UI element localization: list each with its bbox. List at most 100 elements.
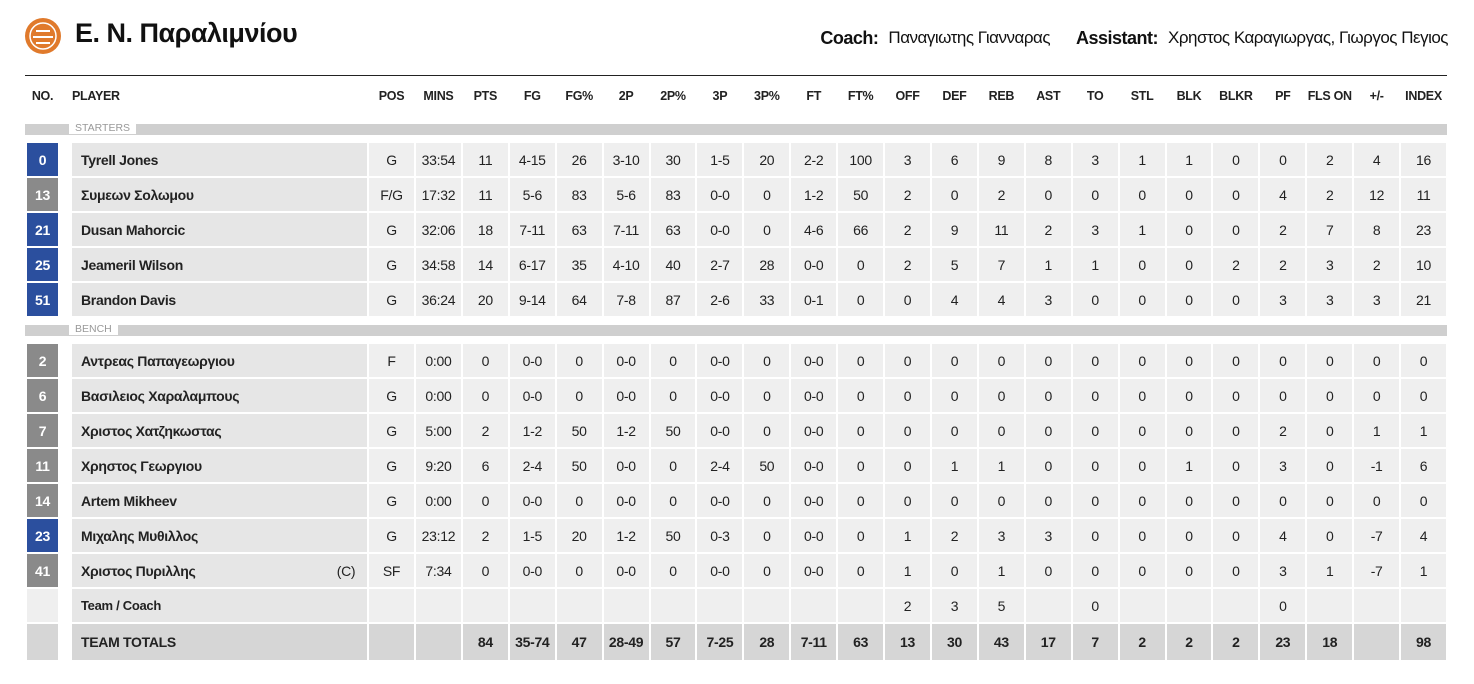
stat-cell: 0 (885, 283, 930, 316)
column-header: NO. (31, 89, 54, 103)
stat-cell: 0 (1307, 344, 1353, 377)
stat-cell: 2 (1307, 143, 1353, 176)
player-number: 41 (27, 554, 58, 587)
stat-cell: SF (369, 554, 414, 587)
stat-cell: 0 (1307, 414, 1353, 447)
stat-cell: 0 (885, 484, 930, 517)
player-name: Team / Coach (72, 589, 367, 622)
stat-cell: 26 (556, 143, 602, 176)
stat-cell: 0 (932, 484, 977, 517)
stat-cell: 0-0 (509, 484, 555, 517)
stat-cell: 23 (1260, 624, 1306, 660)
stat-cell: 0 (462, 379, 508, 412)
assistant-names: Χρηστος Καραγιωργας, Γιωργος Πεγιος (1168, 28, 1448, 47)
stat-cell (1166, 589, 1212, 622)
stat-cell: 63 (838, 624, 884, 660)
stat-cell: 0 (1072, 379, 1118, 412)
column-header: BLK (1176, 89, 1202, 103)
stat-cell: 0 (932, 414, 977, 447)
column-header: PLAYER (72, 89, 120, 103)
stat-cell: 0-0 (603, 484, 649, 517)
team-logo (25, 18, 61, 54)
stat-cell: 0 (1307, 379, 1353, 412)
stat-cell: 0 (1166, 283, 1212, 316)
stat-cell: 0:00 (416, 379, 461, 412)
stat-cell: 0 (1401, 484, 1446, 517)
stat-cell: 2 (885, 589, 930, 622)
stat-cell: 0 (462, 484, 508, 517)
stat-cell: 1-2 (791, 178, 837, 211)
stat-cell: 0 (1213, 213, 1259, 246)
stat-cell: 0-0 (791, 554, 837, 587)
stat-cell: 20 (744, 143, 790, 176)
stat-cell: 30 (932, 624, 977, 660)
stat-cell (791, 589, 837, 622)
stat-cell: 0 (1307, 519, 1353, 552)
stat-cell: 0 (1213, 379, 1259, 412)
stat-cell: 0 (1166, 484, 1212, 517)
stat-cell: 0-0 (697, 484, 743, 517)
section-bar (25, 325, 1447, 336)
stat-cell: 0 (744, 379, 790, 412)
stat-cell: 3 (1260, 449, 1306, 482)
stat-cell: 2 (885, 248, 930, 281)
stat-cell: 0 (1072, 554, 1118, 587)
stat-cell: 0-0 (697, 554, 743, 587)
stat-cell: 0 (932, 554, 977, 587)
stat-cell: 1 (978, 449, 1024, 482)
stat-cell: 0 (838, 414, 884, 447)
stat-cell: 2 (1354, 248, 1400, 281)
stat-cell: 0 (978, 484, 1024, 517)
stat-cell: 0:00 (416, 484, 461, 517)
table-top-rule (25, 75, 1447, 76)
player-name: TEAM TOTALS (72, 624, 367, 660)
stat-cell (697, 589, 743, 622)
stat-cell: 0 (1119, 519, 1165, 552)
stat-cell: 0 (885, 379, 930, 412)
stat-cell: 0 (556, 554, 602, 587)
stat-cell: 0-0 (697, 379, 743, 412)
stat-cell: 3 (1354, 283, 1400, 316)
stat-cell: 6-17 (509, 248, 555, 281)
stat-cell: G (369, 519, 414, 552)
stat-cell: -7 (1354, 519, 1400, 552)
stat-cell: 14 (462, 248, 508, 281)
stat-cell: 2-6 (697, 283, 743, 316)
stat-cell: 34:58 (416, 248, 461, 281)
stat-cell: 1 (1401, 554, 1446, 587)
stat-cell: 0 (932, 178, 977, 211)
stat-cell: 1 (1354, 414, 1400, 447)
stat-cell: 0 (838, 484, 884, 517)
stat-cell: -7 (1354, 554, 1400, 587)
stat-cell: 0 (744, 519, 790, 552)
stat-cell: 9 (978, 143, 1024, 176)
column-header: PF (1275, 89, 1291, 103)
stat-cell: 0 (1072, 283, 1118, 316)
stat-cell: 0 (1354, 379, 1400, 412)
stat-cell: 4 (932, 283, 977, 316)
stat-cell: 0-1 (791, 283, 837, 316)
stat-cell: 7-11 (603, 213, 649, 246)
stat-cell: 50 (556, 414, 602, 447)
section-label: BENCH (69, 323, 118, 335)
player-number (27, 624, 58, 660)
stat-cell: 0 (838, 519, 884, 552)
stat-cell: 11 (462, 143, 508, 176)
stat-cell: 0 (1213, 554, 1259, 587)
stat-cell: 5-6 (509, 178, 555, 211)
stat-cell: 0-0 (603, 449, 649, 482)
stat-cell: 5-6 (603, 178, 649, 211)
stat-cell: 0 (1213, 484, 1259, 517)
stat-cell: 2 (932, 519, 977, 552)
stat-cell: 2-2 (791, 143, 837, 176)
stat-cell: 0 (1119, 379, 1165, 412)
stat-cell: 0 (1213, 519, 1259, 552)
stat-cell: 36:24 (416, 283, 461, 316)
stat-cell: 17 (1025, 624, 1071, 660)
stat-cell: 2 (1166, 624, 1212, 660)
stat-cell: 0 (1260, 143, 1306, 176)
player-number: 7 (27, 414, 58, 447)
stat-cell: 0 (838, 449, 884, 482)
stat-cell: 0-0 (791, 519, 837, 552)
stat-cell: 0-0 (791, 344, 837, 377)
